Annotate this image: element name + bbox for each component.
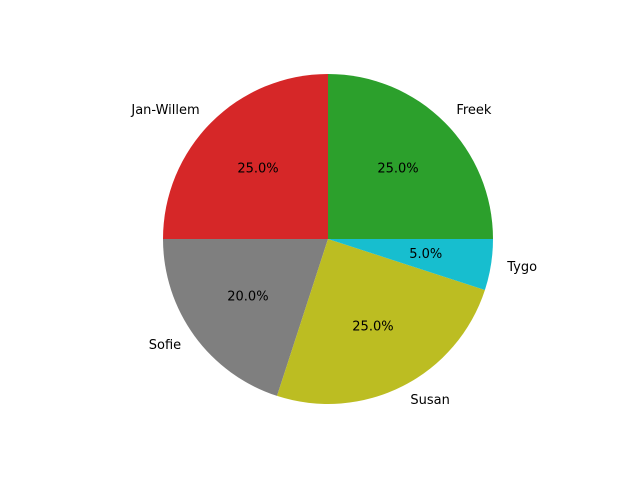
slice-percent-label: 20.0% <box>227 290 268 305</box>
slice-percent-label: 25.0% <box>352 320 393 335</box>
slice-percent-label: 5.0% <box>409 247 442 262</box>
pie-slices <box>163 74 493 404</box>
slice-label: Jan-Willem <box>130 103 199 118</box>
slice-label: Freek <box>456 103 492 118</box>
pie-slice-freek <box>328 74 493 239</box>
pie-slice-sofie <box>163 239 328 396</box>
pie-labels: Jan-Willem 25.0% Sofie 20.0% Susan 25.0% Tygo 5… <box>130 103 537 408</box>
slice-percent-label: 25.0% <box>237 162 278 177</box>
slice-label: Sofie <box>149 338 181 353</box>
slice-label: Tygo <box>506 260 537 275</box>
slice-label: Susan <box>410 393 449 408</box>
slice-percent-label: 25.0% <box>377 162 418 177</box>
pie-slice-tygo <box>328 239 493 290</box>
pie-slice-jan-willem <box>163 74 328 239</box>
pie-slice-susan <box>277 239 485 404</box>
